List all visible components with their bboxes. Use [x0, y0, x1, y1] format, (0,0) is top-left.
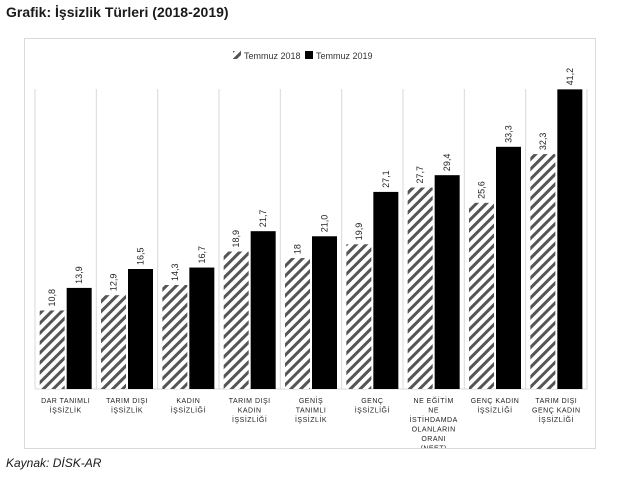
bar-2018 — [39, 310, 65, 389]
bar-2018 — [346, 244, 372, 389]
bar-2018 — [223, 251, 249, 389]
chart-title: Grafik: İşsizlik Türleri (2018-2019) — [6, 4, 229, 20]
category-label: TARIM DIŞI — [535, 398, 577, 405]
data-label: 13,9 — [74, 266, 84, 284]
category-label: NE EĞİTİM — [414, 396, 454, 405]
category-label: İSTİHDAMDA — [410, 415, 458, 424]
chart-frame: Temmuz 2018 Temmuz 2019 10,8 13,9 DAR TANI… — [24, 38, 596, 453]
bar-2019 — [496, 146, 521, 389]
data-label: 27,1 — [381, 170, 391, 188]
data-label: 10,8 — [47, 289, 57, 307]
legend-label-2018: Temmuz 2018 — [244, 51, 301, 61]
category-label: TARIM DIŞI — [106, 398, 148, 405]
data-label: 18,9 — [231, 230, 241, 248]
category-label: KADIN — [176, 398, 200, 405]
category-label: GENİŞ — [299, 396, 323, 405]
category-label: TANIMLI — [296, 408, 327, 415]
category-label: (NEET) — [420, 446, 446, 449]
category-label: GENÇ KADIN — [471, 398, 520, 405]
legend-label-2019: Temmuz 2019 — [316, 51, 373, 61]
bar-2019 — [312, 236, 337, 389]
bar-2018 — [101, 295, 126, 389]
category-label: İŞSİZLİĞİ — [539, 415, 574, 424]
data-label: 12,9 — [109, 274, 119, 292]
bar-2019 — [373, 191, 399, 389]
data-label: 16,7 — [197, 246, 207, 264]
category-label: İŞSİZLİĞİ — [171, 406, 206, 415]
data-label: 27,7 — [415, 166, 425, 184]
bar-chart: Temmuz 2018 Temmuz 2019 10,8 13,9 DAR TANI… — [34, 51, 588, 453]
data-label: 29,4 — [442, 154, 452, 172]
data-label: 14,3 — [170, 263, 180, 281]
category-label: İŞSİZLİK — [111, 406, 143, 415]
data-label: 21,0 — [320, 215, 330, 233]
data-label: 16,5 — [136, 247, 146, 265]
data-label: 19,9 — [354, 223, 364, 241]
source-note: Kaynak: DİSK-AR — [6, 456, 102, 470]
bar-2018 — [407, 187, 433, 389]
category-label: İŞSİZLİĞİ — [355, 406, 390, 415]
bar-2019 — [66, 287, 92, 389]
category-label: İŞSİZLİĞİ — [477, 406, 512, 415]
category-label: KADIN — [238, 408, 262, 415]
bar-2019 — [250, 231, 276, 389]
bar-2019 — [557, 89, 583, 389]
bar-2019 — [434, 175, 460, 389]
data-label: 21,7 — [258, 210, 268, 228]
legend-swatch-2019 — [305, 51, 313, 59]
data-label: 18 — [293, 244, 303, 254]
category-label: İŞSİZLİK — [50, 406, 82, 415]
bar-2018 — [162, 285, 188, 389]
data-label: 41,2 — [565, 68, 575, 86]
category-label: TARIM DIŞI — [229, 398, 271, 405]
legend-swatch-2018 — [233, 51, 241, 59]
data-label: 32,3 — [538, 133, 548, 151]
category-label: OLANLARIN — [412, 427, 456, 434]
category-label: İŞSİZLİK — [295, 415, 327, 424]
bar-2018 — [469, 202, 494, 389]
category-label: İŞSİZLİĞİ — [232, 415, 267, 424]
data-label: 33,3 — [504, 125, 514, 143]
category-label: ORANI — [421, 436, 446, 443]
bar-2019 — [189, 267, 215, 389]
bar-2018 — [285, 258, 310, 389]
legend: Temmuz 2018 Temmuz 2019 — [233, 51, 373, 61]
category-label: NE — [428, 408, 439, 415]
bar-2019 — [128, 269, 153, 389]
category-label: GENÇ — [361, 398, 383, 405]
category-label: GENÇ KADIN — [532, 408, 581, 415]
bar-2018 — [530, 154, 556, 389]
data-label: 25,6 — [477, 181, 487, 199]
category-label: DAR TANIMLI — [41, 398, 90, 405]
